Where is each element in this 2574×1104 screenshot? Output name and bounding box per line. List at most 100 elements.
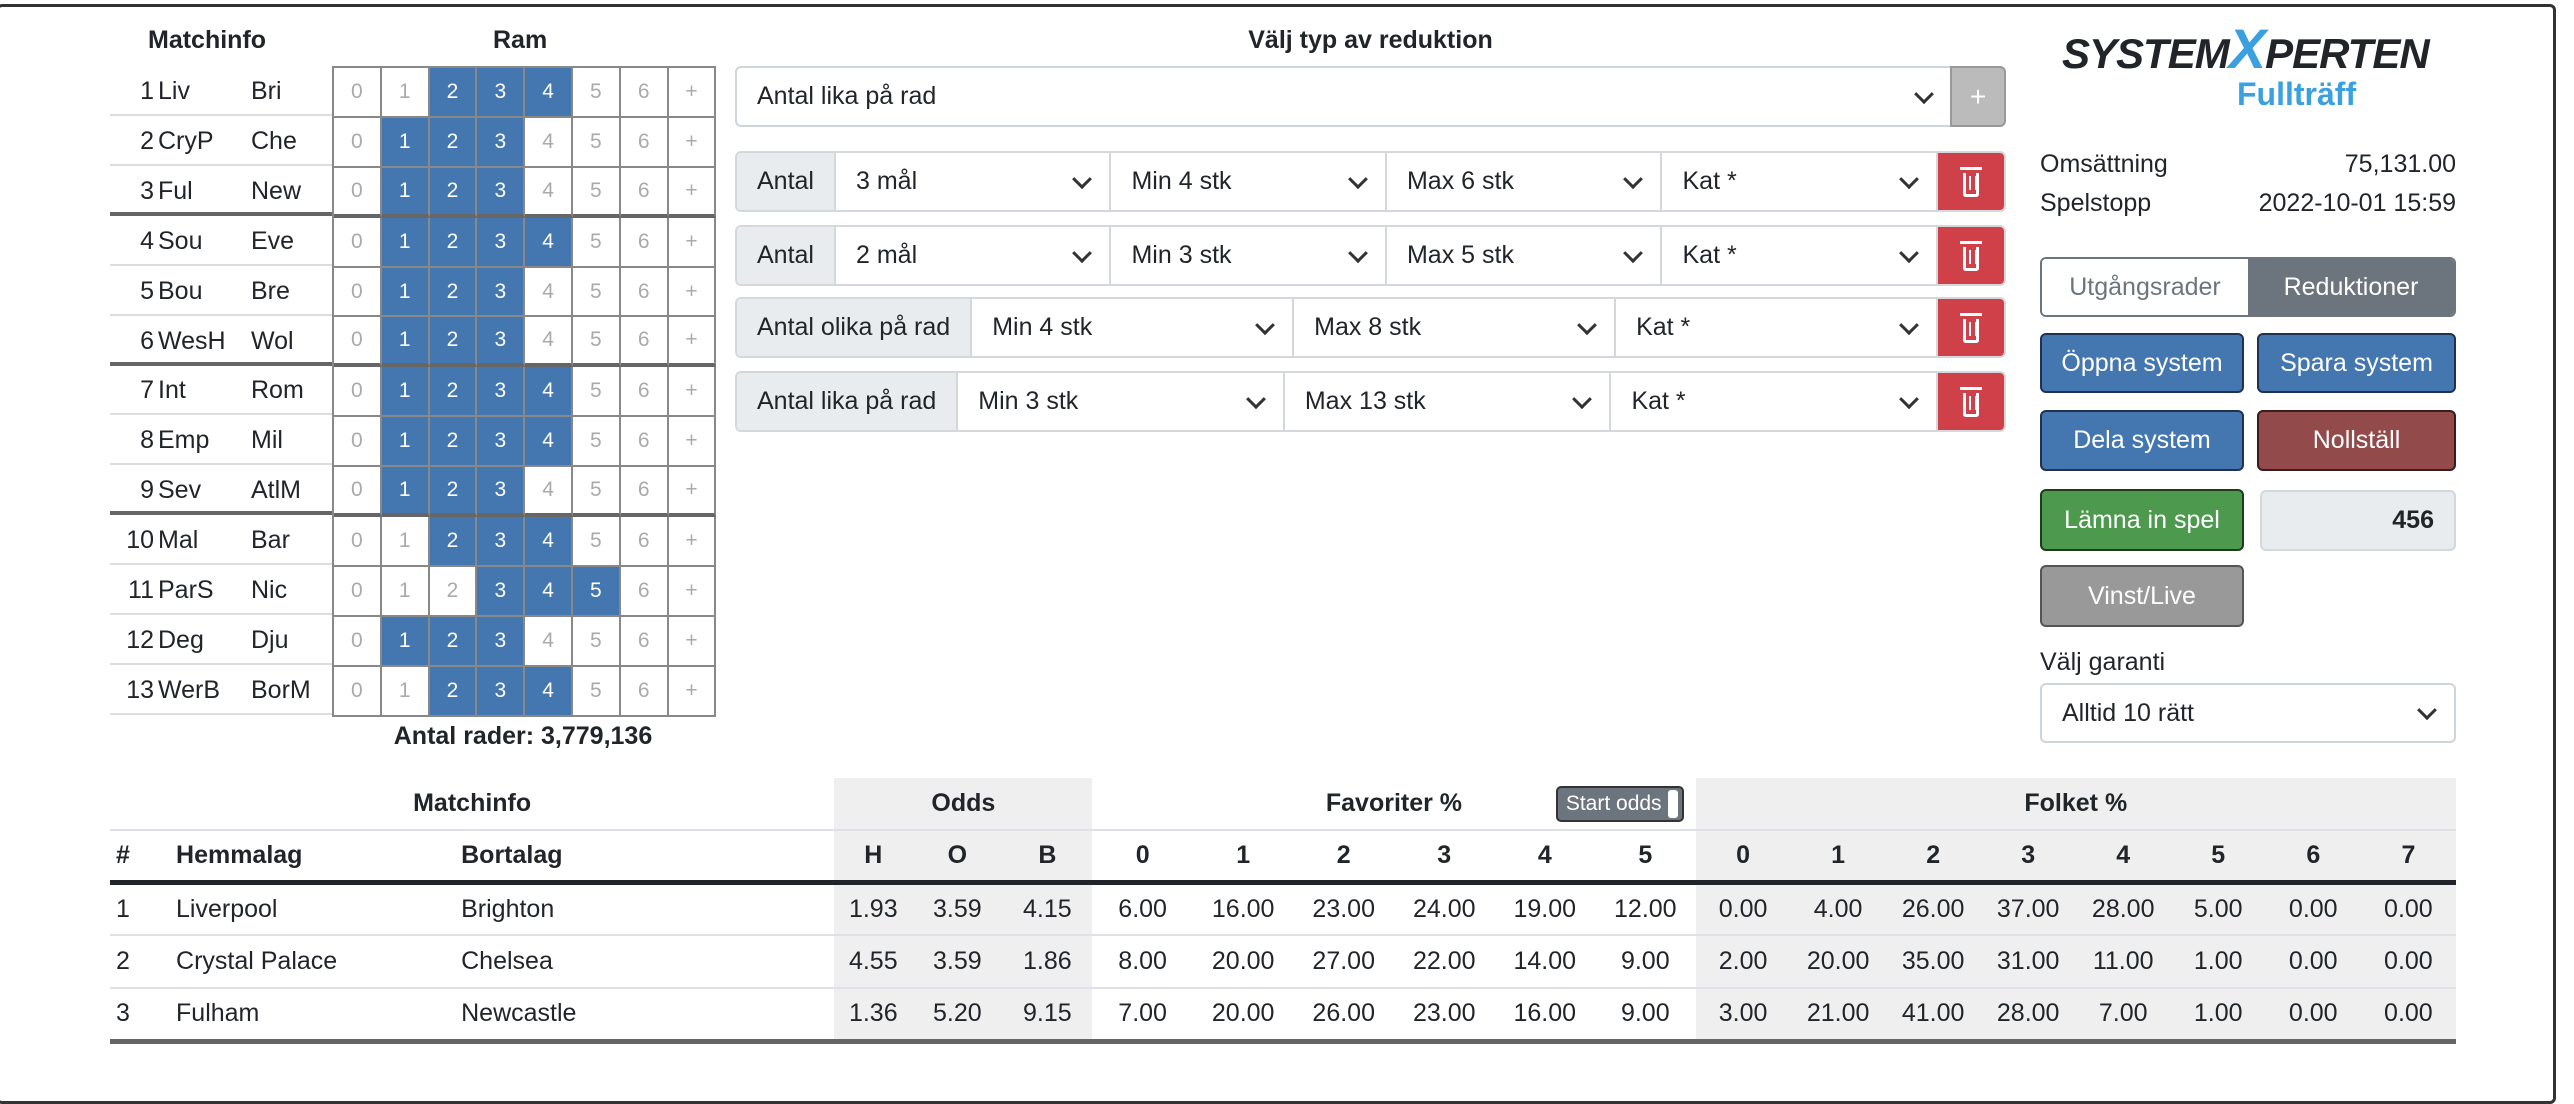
ram-cell-5[interactable]: 5 <box>572 417 621 468</box>
ram-cell-6[interactable]: 6 <box>620 217 669 268</box>
ram-cell-plus[interactable]: + <box>668 68 717 118</box>
ram-cell-plus[interactable]: + <box>668 417 717 468</box>
ram-cell-2[interactable]: 2 <box>429 666 478 717</box>
ram-cell-5[interactable]: 5 <box>572 317 621 368</box>
ram-cell-2[interactable]: 2 <box>429 267 478 318</box>
ram-cell-4[interactable]: 4 <box>525 517 573 567</box>
ram-cell-4[interactable]: 4 <box>525 167 573 218</box>
reduction-select[interactable]: Min 3 stk <box>1111 227 1387 284</box>
ram-cell-0[interactable]: 0 <box>334 467 382 518</box>
ram-cell-6[interactable]: 6 <box>620 167 669 218</box>
ram-cell-plus[interactable]: + <box>668 517 717 567</box>
ram-cell-2[interactable]: 2 <box>429 317 478 368</box>
ram-cell-4[interactable]: 4 <box>525 117 573 168</box>
ram-cell-3[interactable]: 3 <box>477 167 526 218</box>
reduction-select[interactable]: Max 5 stk <box>1386 227 1663 284</box>
add-reduction-button[interactable]: + <box>1950 66 2006 127</box>
ram-cell-3[interactable]: 3 <box>477 117 526 168</box>
ram-cell-plus[interactable]: + <box>668 267 717 318</box>
ram-cell-4[interactable]: 4 <box>525 616 573 667</box>
ram-cell-1[interactable]: 1 <box>381 167 430 218</box>
ram-cell-0[interactable]: 0 <box>334 666 382 717</box>
ram-cell-0[interactable]: 0 <box>334 417 382 468</box>
ram-cell-4[interactable]: 4 <box>525 217 573 268</box>
ram-cell-1[interactable]: 1 <box>381 467 430 518</box>
ram-cell-3[interactable]: 3 <box>477 317 526 368</box>
delete-reduction-button[interactable] <box>1938 373 2004 430</box>
tab-utgangsrader[interactable]: Utgångsrader <box>2042 259 2248 315</box>
ram-cell-2[interactable]: 2 <box>429 167 478 218</box>
ram-cell-4[interactable]: 4 <box>525 317 573 368</box>
ram-cell-5[interactable]: 5 <box>572 117 621 168</box>
ram-cell-3[interactable]: 3 <box>477 666 526 717</box>
ram-cell-4[interactable]: 4 <box>525 68 573 118</box>
ram-cell-6[interactable]: 6 <box>620 68 669 118</box>
reduction-select[interactable]: Kat * <box>1611 373 1939 430</box>
reduction-select[interactable]: Max 6 stk <box>1386 153 1663 210</box>
ram-cell-6[interactable]: 6 <box>620 367 669 418</box>
ram-cell-5[interactable]: 5 <box>572 517 621 567</box>
ram-cell-5[interactable]: 5 <box>572 217 621 268</box>
reduction-select[interactable]: 3 mål <box>835 153 1112 210</box>
ram-cell-plus[interactable]: + <box>668 666 717 717</box>
ram-cell-plus[interactable]: + <box>668 616 717 667</box>
reset-button[interactable]: Nollställ <box>2257 410 2456 471</box>
ram-cell-6[interactable]: 6 <box>620 517 669 567</box>
ram-cell-2[interactable]: 2 <box>429 566 478 617</box>
reduction-type-select[interactable]: Antal lika på rad <box>735 66 1953 127</box>
delete-reduction-button[interactable] <box>1938 299 2004 356</box>
ram-cell-5[interactable]: 5 <box>572 367 621 418</box>
ram-cell-0[interactable]: 0 <box>334 367 382 418</box>
ram-cell-plus[interactable]: + <box>668 217 717 268</box>
ram-cell-0[interactable]: 0 <box>334 566 382 617</box>
open-system-button[interactable]: Öppna system <box>2040 333 2244 393</box>
share-system-button[interactable]: Dela system <box>2040 410 2244 471</box>
ram-cell-3[interactable]: 3 <box>477 467 526 518</box>
ram-cell-plus[interactable]: + <box>668 317 717 368</box>
ram-cell-1[interactable]: 1 <box>381 267 430 318</box>
ram-cell-0[interactable]: 0 <box>334 616 382 667</box>
ram-cell-1[interactable]: 1 <box>381 68 430 118</box>
reduction-select[interactable]: Kat * <box>1662 227 1938 284</box>
ram-cell-3[interactable]: 3 <box>477 68 526 118</box>
ram-cell-3[interactable]: 3 <box>477 217 526 268</box>
ram-cell-4[interactable]: 4 <box>525 566 573 617</box>
ram-cell-6[interactable]: 6 <box>620 666 669 717</box>
ram-cell-0[interactable]: 0 <box>334 167 382 218</box>
ram-cell-5[interactable]: 5 <box>572 467 621 518</box>
ram-cell-5[interactable]: 5 <box>572 167 621 218</box>
submit-game-button[interactable]: Lämna in spel <box>2040 489 2244 551</box>
ram-cell-1[interactable]: 1 <box>381 566 430 617</box>
ram-cell-2[interactable]: 2 <box>429 417 478 468</box>
ram-cell-2[interactable]: 2 <box>429 517 478 567</box>
ram-cell-6[interactable]: 6 <box>620 317 669 368</box>
ram-cell-2[interactable]: 2 <box>429 117 478 168</box>
ram-cell-1[interactable]: 1 <box>381 317 430 368</box>
ram-cell-3[interactable]: 3 <box>477 417 526 468</box>
delete-reduction-button[interactable] <box>1937 153 2004 210</box>
ram-cell-5[interactable]: 5 <box>572 616 621 667</box>
reduction-select[interactable]: Min 3 stk <box>958 373 1285 430</box>
ram-cell-5[interactable]: 5 <box>572 267 621 318</box>
ram-cell-plus[interactable]: + <box>668 367 717 418</box>
ram-cell-6[interactable]: 6 <box>620 417 669 468</box>
reduction-select[interactable]: Min 4 stk <box>972 299 1295 356</box>
reduction-select[interactable]: Max 13 stk <box>1284 373 1612 430</box>
ram-cell-5[interactable]: 5 <box>572 566 621 617</box>
ram-cell-plus[interactable]: + <box>668 566 717 617</box>
ram-cell-0[interactable]: 0 <box>334 267 382 318</box>
ram-cell-0[interactable]: 0 <box>334 68 382 118</box>
ram-cell-2[interactable]: 2 <box>429 68 478 118</box>
ram-cell-0[interactable]: 0 <box>334 317 382 368</box>
reduction-select[interactable]: Max 8 stk <box>1294 299 1617 356</box>
ram-cell-3[interactable]: 3 <box>477 267 526 318</box>
ram-cell-3[interactable]: 3 <box>477 566 526 617</box>
reduction-select[interactable]: Min 4 stk <box>1111 153 1387 210</box>
ram-cell-4[interactable]: 4 <box>525 417 573 468</box>
ram-cell-0[interactable]: 0 <box>334 517 382 567</box>
ram-cell-3[interactable]: 3 <box>477 616 526 667</box>
ram-cell-plus[interactable]: + <box>668 167 717 218</box>
ram-cell-2[interactable]: 2 <box>429 367 478 418</box>
ram-cell-5[interactable]: 5 <box>572 666 621 717</box>
ram-cell-4[interactable]: 4 <box>525 666 573 717</box>
